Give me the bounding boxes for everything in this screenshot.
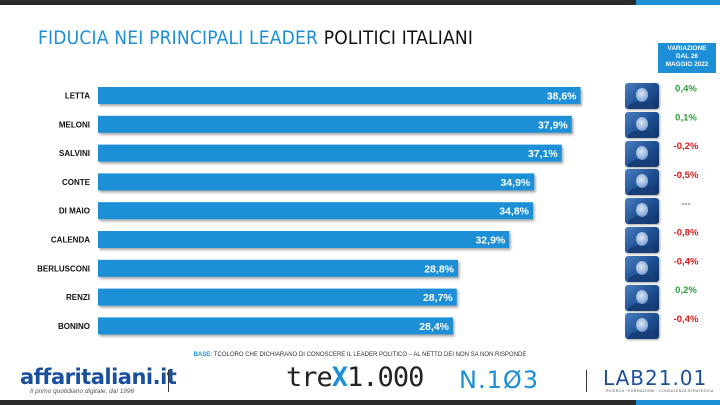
chart-title-part1: FIDUCIA NEI PRINCIPALI LEADER [38,27,319,49]
leader-photo [625,140,659,167]
category-label: MELONI [59,120,90,129]
bar [98,231,510,248]
lab2101-logo: LAB21.01 [603,366,708,390]
leader-photo [625,313,659,340]
trex-logo-pre: tre [286,362,333,393]
variation-header-line2: DAL 26 [676,53,698,60]
change-label: --- [681,199,691,210]
bar-chart: LETTA 38,6% 0,4% MELONI 37,9% 0,1% SALVINI 37,1… [37,84,699,335]
chart-title-part2: POLITICI ITALIANI [323,27,474,49]
bar [98,115,572,133]
bottom-bar-accent [636,400,720,405]
leader-photo-face [636,116,648,131]
trex-logo: treX1.000 [286,362,424,393]
category-label: SALVINI [59,149,90,158]
base-note: BASE: TCOLORO CHE DICHIARANO DI CONOSCER… [0,352,720,358]
change-label: 0,4% [675,84,697,95]
leader-photo-face [636,260,648,275]
base-note-text: TCOLORO CHE DICHIARANO DI CONOSCERE IL L… [213,352,527,358]
category-label: CALENDA [51,236,90,245]
leader-photo-shoulders [628,245,656,253]
leader-photo [625,284,659,311]
change-label: 0,2% [675,285,697,296]
variation-header-line1: VARIAZIONE [667,45,707,52]
bar [98,202,533,220]
change-label: -0,5% [674,170,699,181]
leader-photo-face [636,232,648,246]
category-label: CONTE [62,178,91,187]
variation-header-line3: MAGGIO 2022 [665,61,709,68]
n103-logo: N.1Ø3 [459,366,540,394]
change-label: 0,1% [675,112,697,123]
affaritaliani-logo: affaritaliani.it [20,365,177,389]
footer-divider [586,370,587,392]
category-label: DI MAIO [59,207,90,216]
leader-photo-face [636,318,648,333]
leader-photo-shoulders [628,302,656,311]
leader-photo-shoulders [628,158,656,167]
leader-photo-shoulders [628,216,656,225]
value-label: 37,9% [538,119,568,131]
trex-logo-x: X [331,362,348,393]
lab2101-tagline: RICERCA · FORMAZIONE · CONSULENZA STRATE… [606,389,714,393]
leader-photo-shoulders [628,331,656,340]
leader-photo-face [636,289,648,304]
value-label: 32,9% [475,235,505,247]
affaritaliani-tagline: Il primo quotidiano digitale, dal 1996 [30,388,135,395]
leader-photo-shoulders [628,187,656,196]
leader-photo [625,255,659,282]
base-note-label: BASE: [193,352,213,358]
bar [98,288,457,306]
category-label: BERLUSCONI [37,264,90,273]
value-label: 34,8% [499,206,529,218]
value-label: 37,1% [528,148,558,160]
bar [98,173,535,191]
leader-photo-face [636,88,648,102]
leader-photo-face [636,174,648,189]
leader-photo [625,111,659,138]
variation-header: VARIAZIONE DAL 26 MAGGIO 2022 [658,43,716,73]
change-label: -0,8% [674,228,699,239]
category-label: BONINO [58,322,90,331]
category-label: LETTA [65,92,90,101]
leader-photo-shoulders [628,129,656,138]
bar [98,317,453,335]
footer-divider [168,370,169,392]
top-bar-accent [636,0,720,5]
value-label: 28,7% [423,292,453,304]
value-label: 34,9% [500,177,530,189]
value-label: 28,8% [424,263,454,275]
change-label: -0,4% [674,314,699,325]
leader-photo-shoulders [628,273,656,282]
leader-photo [625,227,659,253]
change-label: -0,4% [674,256,699,267]
value-label: 28,4% [419,321,449,333]
leader-photo [625,83,659,109]
category-label: RENZI [66,293,90,302]
leader-photo-face [636,145,648,160]
bar [98,87,581,104]
leader-photo [625,169,659,196]
chart-title: FIDUCIA NEI PRINCIPALI LEADER POLITICI I… [38,27,473,49]
bottom-bar [0,400,720,405]
top-bar [0,0,720,5]
leader-photo-shoulders [628,101,656,109]
bar [98,259,458,277]
change-label: -0,2% [674,141,699,152]
bar [98,144,562,162]
value-label: 38,6% [547,91,577,103]
leader-photo [625,198,659,225]
trex-logo-post: 1.000 [347,362,424,393]
leader-photo-face [636,203,648,218]
